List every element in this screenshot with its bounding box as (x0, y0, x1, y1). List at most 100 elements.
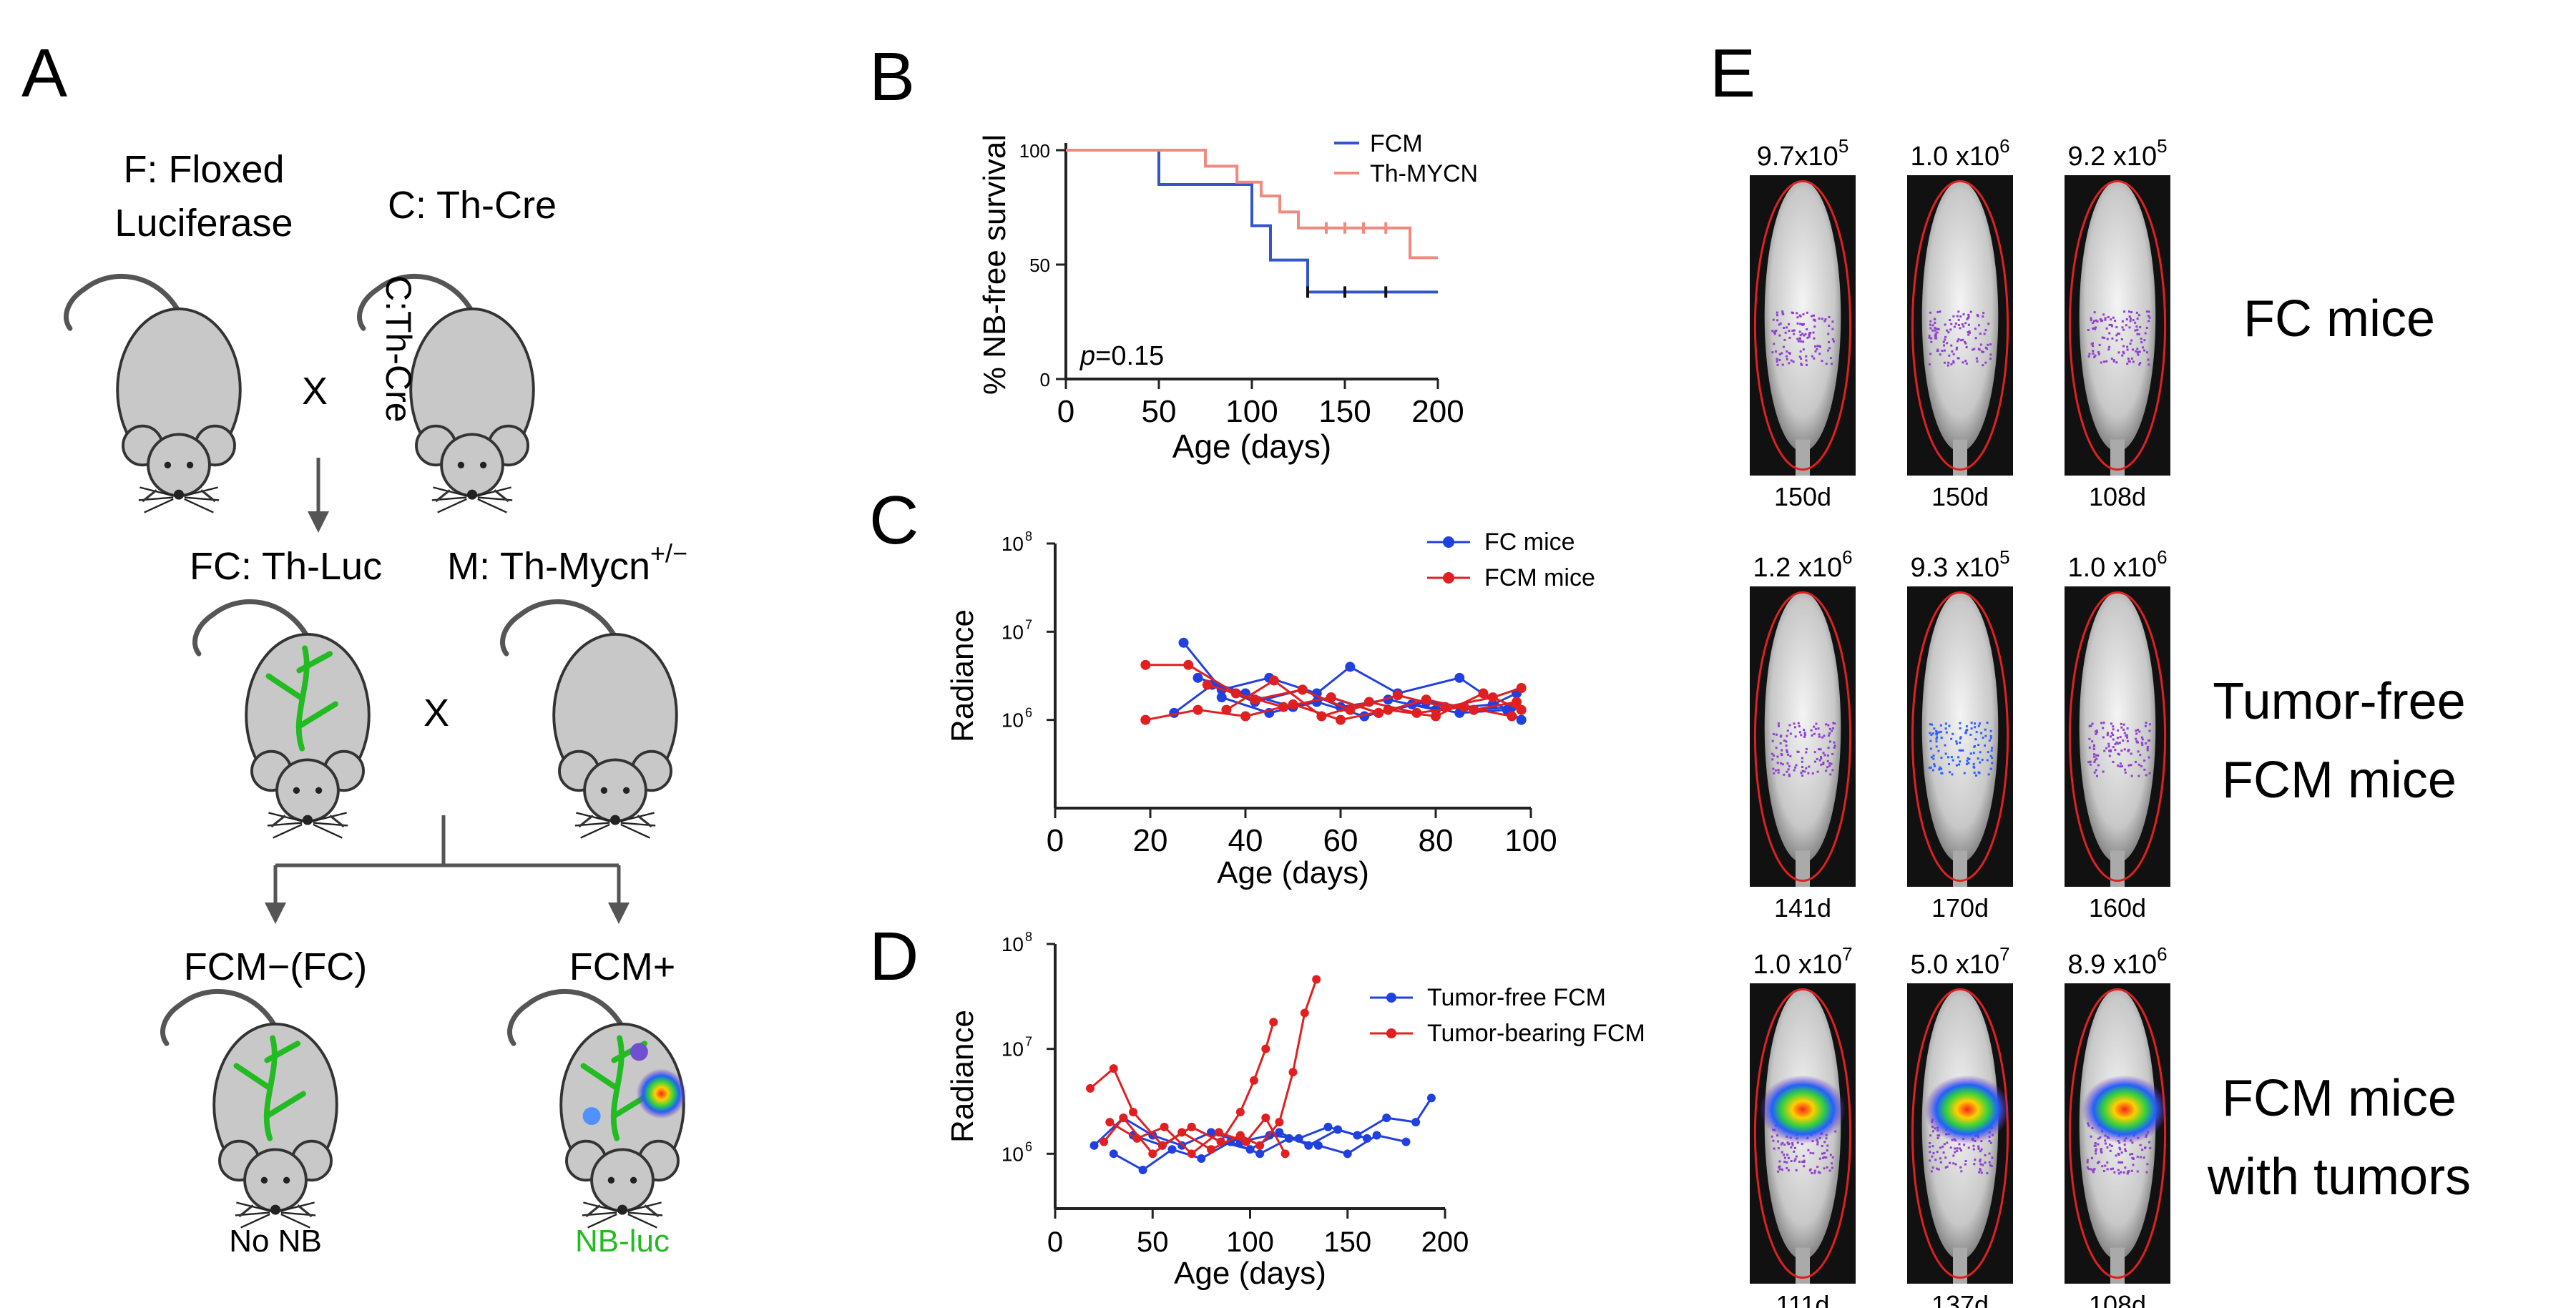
signal-dot (2098, 343, 2101, 346)
signal-dot (1794, 766, 1797, 769)
signal-dot (2094, 1142, 2097, 1145)
signal-dot (1806, 328, 1808, 330)
signal-dot (1934, 764, 1936, 767)
signal-dot (2117, 1169, 2120, 1171)
signal-dot (2090, 317, 2092, 320)
signal-dot (2102, 736, 2105, 739)
signal-dot (1977, 324, 1980, 327)
signal-dot (1831, 729, 1833, 732)
signal-dot (1929, 1151, 1931, 1154)
signal-dot (2091, 740, 2094, 743)
signal-dot (1929, 327, 1932, 330)
signal-dot (1814, 727, 1817, 730)
signal-dot (2093, 753, 2096, 756)
signal-dot (2124, 1148, 2127, 1151)
signal-dot (1813, 318, 1816, 321)
signal-dot (1818, 353, 1821, 355)
signal-dot (2120, 726, 2123, 729)
head-icon (147, 433, 211, 498)
signal-dot (1771, 351, 1774, 354)
y-tick-label: 10 (1001, 709, 1024, 732)
signal-dot (1828, 740, 1831, 743)
signal-dot (2090, 1156, 2093, 1159)
signal-dot (1937, 1168, 1940, 1171)
mouse-tail (1953, 439, 1967, 476)
signal-dot (2120, 1171, 2122, 1174)
signal-dot (1827, 747, 1830, 749)
signal-dot (1796, 322, 1799, 325)
signal-dot (2145, 310, 2148, 313)
signal-dot (1780, 734, 1783, 737)
signal-dot (1959, 1147, 1962, 1150)
signal-dot (2117, 1172, 2120, 1175)
data-point (1140, 659, 1151, 670)
signal-dot (1946, 329, 1949, 332)
signal-dot (2104, 1139, 2107, 1142)
signal-dot (1771, 1135, 1773, 1138)
y-tick-label: 10 (1001, 533, 1024, 555)
eye-icon (283, 1176, 290, 1184)
signal-dot (1988, 739, 1991, 742)
signal-dot (2146, 745, 2149, 748)
eye-icon (260, 1176, 268, 1184)
signal-dot (1984, 1161, 1987, 1164)
signal-dot (2108, 754, 2111, 757)
y-tick-label: 10 (1001, 621, 1024, 643)
signal-dot (1823, 1141, 1826, 1144)
left-caption: No NB (229, 1224, 322, 1259)
flux-exponent: 6 (2157, 943, 2167, 965)
signal-dot (2091, 722, 2094, 725)
data-point (1129, 1107, 1137, 1116)
nose-icon (617, 1204, 628, 1215)
signal-dot (2097, 353, 2100, 355)
signal-dot (1811, 355, 1814, 358)
signal-dot (1823, 754, 1826, 757)
data-point (1411, 1118, 1421, 1127)
signal-dot (1934, 333, 1937, 335)
signal-dot (1952, 315, 1955, 318)
signal-dot (2117, 752, 2120, 755)
signal-dot (2093, 755, 2096, 758)
signal-dot (1962, 325, 1965, 328)
signal-dot (2134, 329, 2137, 332)
head-icon (440, 433, 504, 498)
data-point (1138, 1166, 1147, 1175)
signal-dot (2136, 348, 2139, 350)
data-point (1323, 1122, 1333, 1131)
right-outcome-label: FCM+ (569, 945, 676, 988)
signal-dot (2106, 338, 2109, 340)
signal-dot (1773, 331, 1776, 334)
signal-dot (1944, 1166, 1947, 1169)
x-tick-label: 0 (1047, 1226, 1063, 1258)
signal-dot (1833, 722, 1836, 725)
roi-ellipse (1911, 591, 2009, 882)
signal-dot (2110, 1144, 2113, 1147)
signal-dot (1788, 323, 1791, 325)
signal-dot (2145, 326, 2148, 329)
signal-dot (2138, 363, 2141, 366)
signal-dot (2090, 319, 2092, 322)
signal-dot (2129, 342, 2132, 345)
roi-ellipse (2068, 988, 2167, 1279)
signal-dot (1989, 1164, 1992, 1166)
signal-dot (1977, 771, 1980, 774)
signal-dot (1786, 1141, 1789, 1144)
signal-dot (1960, 1170, 1963, 1173)
signal-dot (1969, 310, 1972, 313)
signal-dot (1967, 331, 1969, 334)
eye-icon (164, 461, 172, 468)
data-point (1426, 1093, 1436, 1103)
signal-dot (1946, 1165, 1949, 1168)
signal-dot (1951, 773, 1954, 776)
signal-dot (1954, 1147, 1957, 1150)
signal-dot (1989, 343, 1992, 346)
mouse-silhouette (1764, 592, 1841, 863)
data-point (1268, 675, 1279, 686)
signal-dot (1813, 1169, 1816, 1172)
signal-dot (2094, 759, 2097, 762)
signal-dot (2137, 333, 2140, 335)
signal-dot (1776, 363, 1779, 366)
signal-dot (1788, 336, 1791, 339)
signal-dot (1977, 1147, 1980, 1150)
signal-dot (1793, 1159, 1796, 1162)
